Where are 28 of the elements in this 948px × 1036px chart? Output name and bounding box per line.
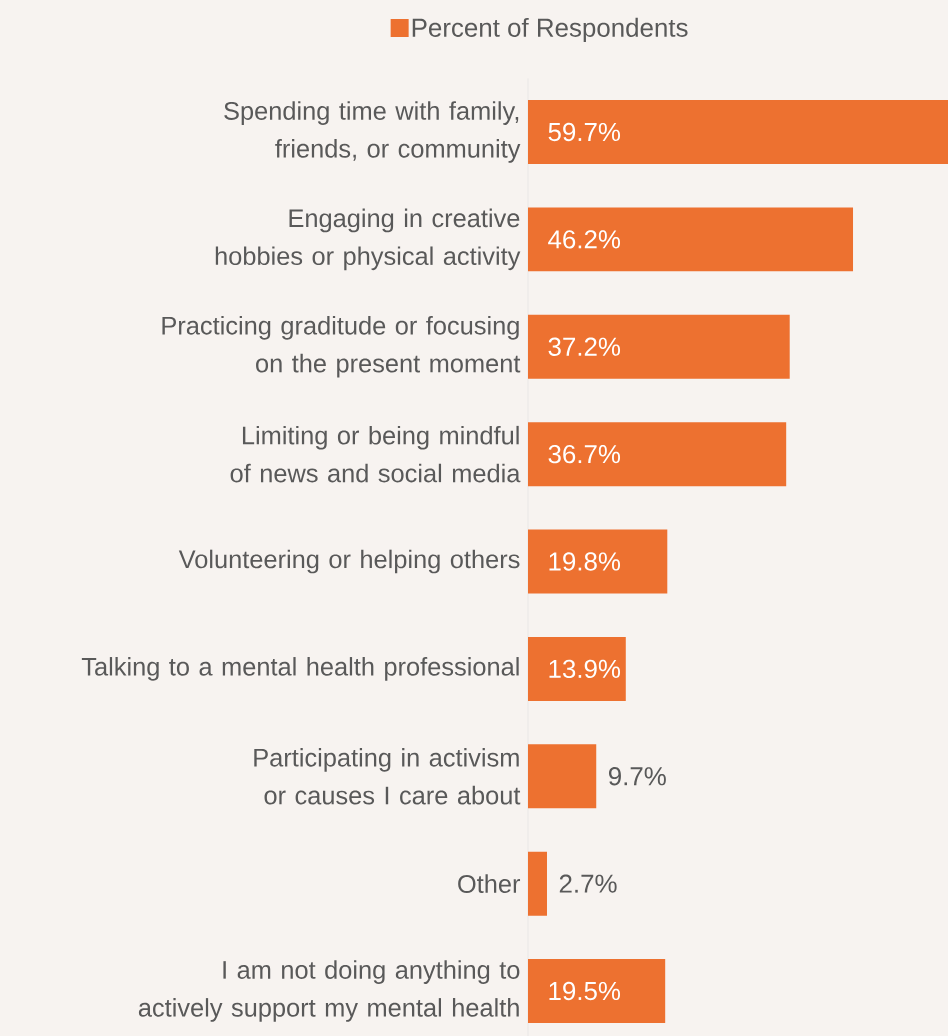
y-tick-label: Engaging in creative hobbies or physical activity — [215, 208, 521, 271]
y-tick-label: Practicing graditude or focusing on the present moment — [162, 315, 521, 378]
bar — [528, 636, 626, 701]
y-tick-label: Volunteering or helping others — [178, 549, 520, 574]
bar — [528, 959, 666, 1024]
y-tick-label: Other — [458, 874, 521, 893]
legend-label: Percent of Respondents — [412, 17, 688, 43]
data-label: 19.8% — [549, 552, 621, 571]
bar — [528, 744, 597, 809]
data-label: 2.7% — [559, 874, 617, 893]
y-tick-label: Talking to a mental health professional — [81, 657, 519, 681]
data-label: 9.7% — [608, 767, 666, 786]
y-tick-label: Spending time with family, friends, or community — [224, 101, 521, 163]
data-label: 37.2% — [548, 337, 621, 356]
bar — [528, 851, 547, 916]
data-label: 19.5% — [549, 981, 621, 1001]
data-label: 46.2% — [548, 230, 621, 249]
y-tick-label: Participating in activism or causes I care about — [254, 748, 521, 805]
data-label: 59.7% — [548, 122, 621, 142]
y-tick-label: Limiting or being mindful of news and social media — [230, 425, 521, 483]
bar — [528, 207, 854, 272]
data-label: 36.7% — [548, 444, 621, 464]
data-label: 13.9% — [549, 659, 621, 679]
bar — [528, 100, 948, 164]
bar — [528, 529, 668, 594]
bar — [528, 422, 787, 487]
y-tick-label: I am not doing anything to actively support my mental health — [138, 960, 520, 1022]
bar — [528, 314, 790, 379]
